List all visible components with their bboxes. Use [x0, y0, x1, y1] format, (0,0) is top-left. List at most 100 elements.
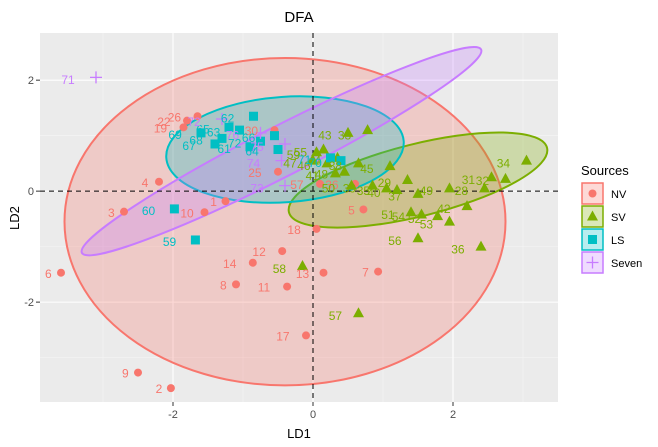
point-label-nv: 4 [142, 176, 149, 190]
legend-marker-ls [588, 235, 597, 244]
point-sv [307, 154, 319, 165]
point-sv [475, 240, 487, 251]
point-nv [232, 280, 240, 289]
point-ls [190, 235, 200, 245]
legend-label-sv: SV [611, 212, 626, 224]
point-sv [412, 232, 424, 243]
point-label-nv: 3 [108, 206, 115, 220]
point-label-ls: 69 [168, 128, 182, 142]
point-ls [326, 153, 335, 163]
point-sv [339, 165, 350, 176]
point-label-ls: 72 [228, 136, 242, 150]
point-label-nv: 36 [325, 178, 339, 192]
point-nv [316, 179, 324, 188]
point-label-sv: 48 [315, 167, 329, 181]
point-label-sv: 43 [318, 129, 332, 143]
point-label-sv: 45 [360, 162, 374, 176]
point-nv [278, 247, 287, 256]
point-seven [279, 137, 291, 150]
x-tick-label: 2 [450, 409, 456, 421]
point-nv [193, 112, 202, 121]
point-ls [196, 128, 206, 138]
point-nv [134, 368, 142, 377]
legend-title: Sources [581, 163, 629, 178]
point-label-sv: 50 [322, 181, 336, 195]
point-ls [235, 125, 244, 135]
point-ls [224, 122, 234, 132]
point-seven [279, 179, 291, 192]
point-ls [245, 142, 255, 152]
point-sv [412, 187, 424, 198]
point-nv [120, 207, 128, 216]
point-label-sv: 37 [388, 190, 402, 204]
point-label-nv: 10 [180, 206, 194, 220]
point-ls [169, 204, 179, 214]
point-label-sv: 39 [343, 181, 357, 195]
point-nv [312, 224, 321, 233]
point-label-nv: 12 [252, 245, 266, 259]
point-sv [432, 210, 444, 221]
point-label-sv: 46 [297, 159, 311, 173]
point-label-sv: 28 [455, 184, 469, 198]
point-label-sv: 59 [287, 148, 301, 162]
point-label-sv: 29 [378, 176, 392, 190]
point-label-ls: 67 [182, 139, 196, 153]
point-nv [200, 208, 209, 217]
point-ls [270, 131, 279, 141]
point-ls [217, 133, 227, 143]
x-tick-label: -2 [168, 409, 178, 421]
point-label-sv: 32 [476, 174, 490, 188]
point-sv [479, 182, 490, 193]
point-ls [273, 145, 283, 155]
ellipse-nv [63, 56, 507, 387]
point-label-nv: 30 [245, 124, 259, 138]
point-nv [319, 268, 328, 277]
point-label-seven: 75 [250, 140, 264, 154]
point-sv [367, 179, 378, 190]
point-label-ls: 62 [221, 111, 235, 125]
point-nv [183, 116, 191, 125]
data-points [57, 71, 532, 393]
y-tick-label: -2 [24, 297, 34, 309]
point-label-sv: 49 [420, 184, 434, 198]
point-label-nv: 25 [248, 166, 262, 180]
point-nv [274, 167, 282, 176]
legend: Sources NV SV LS Seven [581, 163, 642, 274]
point-sv [342, 126, 354, 137]
point-label-nv: 2 [156, 382, 163, 396]
point-sv [353, 157, 364, 168]
x-axis-title: LD1 [287, 426, 311, 441]
point-label-ls: 59 [163, 235, 177, 249]
point-nv [57, 268, 65, 277]
point-sv [311, 146, 322, 157]
point-nv [166, 384, 175, 393]
chart-title: DFA [284, 9, 313, 26]
point-label-sv: 36 [451, 242, 465, 256]
point-seven [275, 154, 288, 167]
point-label-nv: 19 [154, 121, 168, 135]
point-label-seven: 72 [187, 115, 201, 129]
point-label-sv: 55 [294, 145, 308, 159]
point-sv [405, 206, 417, 217]
point-sv [381, 182, 392, 193]
legend-marker-nv [588, 189, 597, 198]
plot-panel [40, 33, 558, 402]
point-sv [353, 307, 364, 318]
point-label-nv: 26 [168, 110, 182, 124]
point-sv [391, 184, 403, 195]
point-nv [283, 282, 292, 291]
point-label-sv: 41 [306, 169, 320, 183]
point-sv [329, 167, 341, 178]
y-tick-label: 2 [28, 75, 34, 87]
point-label-seven: 76 [226, 129, 240, 143]
point-label-sv: 52 [408, 212, 422, 226]
point-label-ls: 70 [308, 156, 322, 170]
point-label-sv: 58 [273, 262, 287, 276]
point-sv [297, 260, 308, 271]
legend-marker-sv [587, 210, 598, 221]
point-label-nv: 22 [157, 115, 171, 129]
point-label-sv: 40 [367, 186, 381, 200]
point-sv [318, 143, 329, 154]
point-label-sv: 44 [308, 154, 322, 168]
